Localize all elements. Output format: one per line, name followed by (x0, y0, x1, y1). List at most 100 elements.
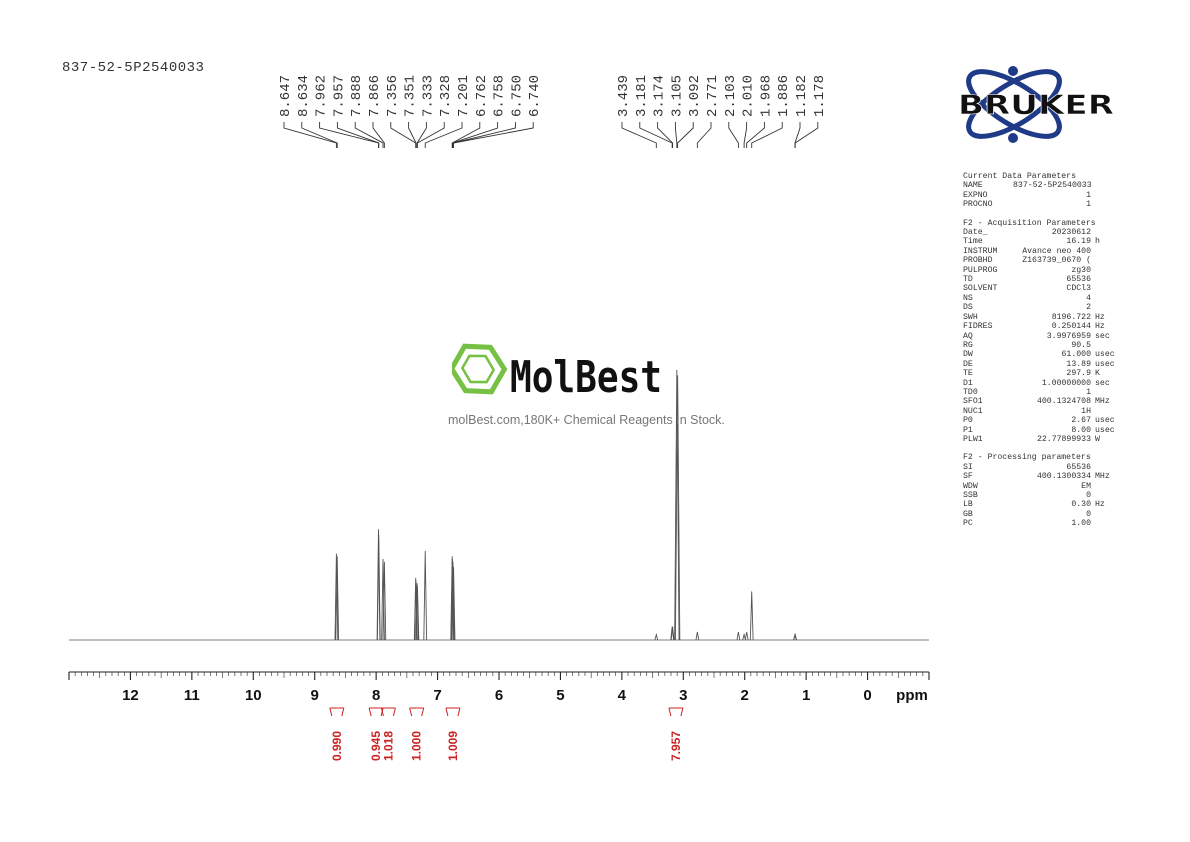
spectrum-peak (423, 550, 428, 641)
param-row: NS 4 (963, 294, 1118, 303)
peak-label-connector (743, 122, 748, 148)
spectrum-peak (749, 591, 754, 641)
peak-label-connector (453, 122, 534, 148)
param-row: D1 1.00000000 sec (963, 379, 1118, 388)
peak-label-connector (696, 122, 712, 148)
peak-label-connector (794, 122, 801, 148)
param-val: 65536 (1066, 462, 1091, 472)
axis-tick-label: 1 (802, 687, 810, 704)
param-val: 1 (1086, 190, 1091, 200)
integral-bracket (409, 707, 413, 717)
param-key: RG (963, 340, 973, 350)
param-unit: usec (1095, 425, 1115, 435)
peak-label: 1.182 (794, 75, 810, 117)
param-key: DS (963, 303, 973, 313)
integral-value: 0.945 (369, 731, 383, 761)
peak-label-connector (657, 122, 674, 148)
integral-bracket (445, 707, 449, 717)
integral-mark: 0.990 (329, 707, 345, 761)
integral-bracket (392, 707, 396, 717)
spectrum-peak (654, 632, 659, 641)
peak-label-connector (354, 122, 384, 148)
peak-label: 6.758 (492, 75, 508, 117)
peak-label: 7.957 (331, 75, 347, 117)
integral-value: 0.990 (330, 731, 344, 761)
param-val: 2 (1086, 303, 1091, 313)
param-row: TE 297.9 K (963, 369, 1118, 378)
peak-label: 6.740 (527, 75, 543, 117)
param-val: 90.5 (1071, 340, 1091, 350)
peak-label: 7.356 (385, 75, 401, 117)
axis-tick-label: 0 (863, 687, 871, 704)
param-unit (1091, 519, 1095, 528)
param-val: CDCl3 (1066, 284, 1091, 294)
peak-label-connector (283, 122, 337, 148)
integral-bracket (341, 707, 345, 717)
param-val: zg30 (1071, 265, 1091, 275)
param-row: SWH 8196.722 Hz (963, 313, 1118, 322)
peak-label-connector (319, 122, 379, 148)
param-key: SOLVENT (963, 284, 998, 294)
molbest-brand: MolBest (510, 352, 662, 398)
peak-label: 2.103 (723, 75, 739, 117)
param-key: INSTRUM (963, 246, 998, 256)
spectrum-peak (381, 558, 385, 641)
integral-mark: 7.957 (668, 707, 684, 761)
param-key: D1 (963, 378, 973, 388)
spectrum-peak (744, 631, 749, 641)
peak-label-connector (621, 122, 657, 148)
axis-tick-label: 12 (122, 687, 139, 704)
peak-label: 7.333 (420, 75, 436, 117)
param-row: P0 2.67 usec (963, 416, 1118, 425)
param-unit (1091, 284, 1095, 293)
peak-label-connector (301, 122, 338, 148)
spectrum-peak (415, 585, 420, 641)
param-row: SFO1 400.1324708 MHz (963, 397, 1118, 406)
param-val: 297.9 (1066, 369, 1091, 379)
spectrum-peak (742, 632, 746, 641)
spectrum-peak (674, 369, 680, 641)
integral-value: 1.000 (410, 731, 424, 761)
param-val: 4 (1086, 293, 1091, 303)
param-val: 1H (1081, 406, 1091, 416)
param-row: Date_ 20230612 (963, 228, 1118, 237)
spectrum-peak (376, 534, 381, 641)
param-key: TD0 (963, 387, 978, 397)
param-row: PC 1.00 (963, 519, 1118, 528)
peak-label-connector (728, 122, 739, 148)
peak-label: 3.174 (652, 75, 668, 117)
param-val: 1 (1086, 387, 1091, 397)
param-row: SSB 0 (963, 491, 1118, 500)
param-unit: W (1095, 434, 1100, 444)
spectrum-peak (335, 556, 340, 641)
param-val: 8.00 (1071, 425, 1091, 435)
param-unit: Hz (1095, 312, 1105, 322)
param-unit (1091, 407, 1095, 416)
axis-tick-label: 7 (433, 687, 441, 704)
peak-label-connector (451, 122, 499, 148)
param-unit (1091, 275, 1095, 284)
param-row: INSTRUM Avance neo 400 (963, 247, 1118, 256)
peak-label-connector (424, 122, 463, 148)
param-unit (1091, 181, 1095, 190)
param-unit (1091, 256, 1095, 265)
integral-bracket (380, 707, 384, 717)
param-val: 3.9976959 (1046, 331, 1091, 341)
axis-tick-label: 6 (495, 687, 503, 704)
param-row: LB 0.30 Hz (963, 500, 1118, 509)
param-row: SI 65536 (963, 463, 1118, 472)
spectrum-peak (451, 561, 455, 641)
param-key: Time (963, 237, 983, 247)
peak-label: 7.351 (403, 75, 419, 117)
param-key: AQ (963, 331, 973, 341)
spectrum-peak (334, 553, 339, 641)
param-row: AQ 3.9976959 sec (963, 332, 1118, 341)
param-row: FIDRES 0.250144 Hz (963, 322, 1118, 331)
param-key: NAME (963, 181, 983, 191)
ppm-axis: 12 11 10 9 8 7 6 5 4 3 2 1 0 ppm (68, 671, 930, 704)
param-key: Date_ (963, 228, 988, 238)
integral-value: 1.009 (446, 731, 460, 761)
param-key: PULPROG (963, 265, 998, 275)
axis-tick-label: 4 (618, 687, 627, 704)
